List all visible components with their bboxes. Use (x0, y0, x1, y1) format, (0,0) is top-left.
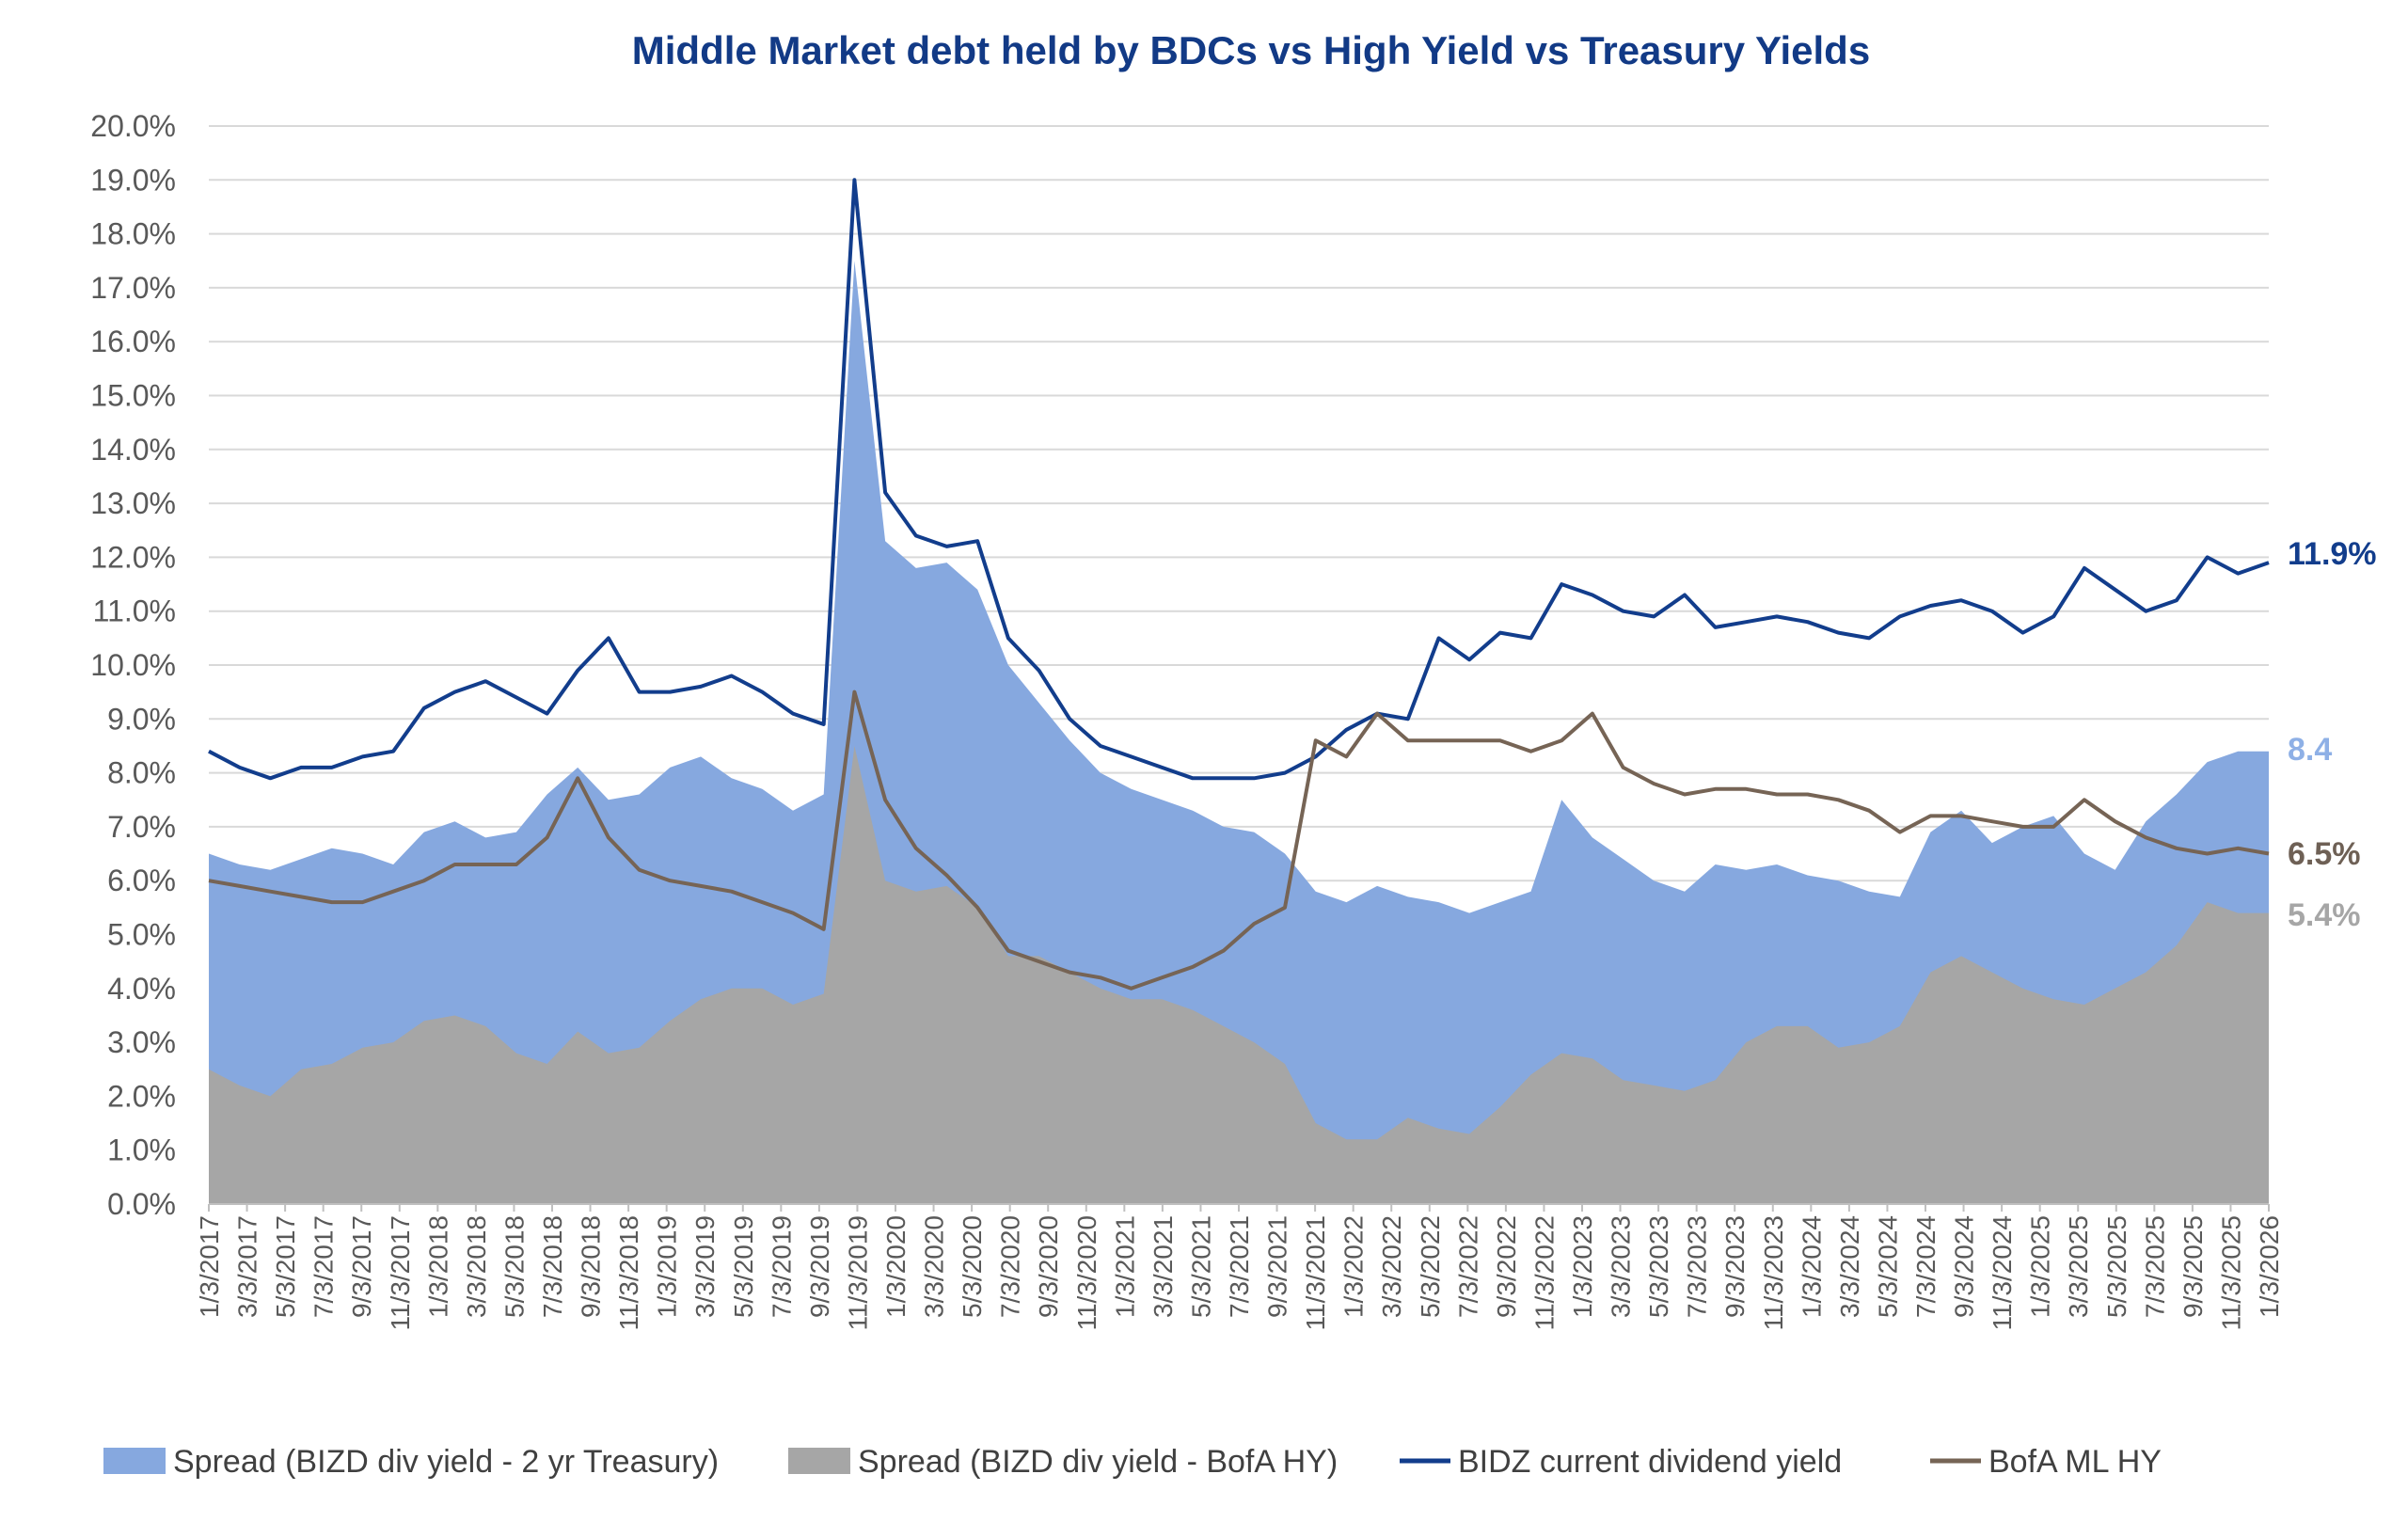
series-line-3 (208, 690, 2270, 991)
y-tick-label: 8.0% (107, 756, 176, 790)
x-tick-label: 11/3/2025 (2216, 1215, 2245, 1331)
y-tick-label: 11.0% (93, 595, 176, 628)
end-labels: 8.4 5.4% 11.9% 6.5% (2288, 536, 2377, 933)
x-tick-label: 9/3/2017 (347, 1215, 376, 1318)
y-tick-label: 0.0% (107, 1187, 176, 1221)
x-tick-label: 7/3/2020 (996, 1215, 1025, 1318)
x-tick-label: 1/3/2019 (653, 1215, 682, 1318)
x-tick-label: 11/3/2023 (1759, 1215, 1788, 1331)
y-tick-label: 17.0% (90, 271, 176, 305)
x-tick-label: 11/3/2017 (386, 1215, 415, 1331)
axes (208, 1203, 2270, 1212)
area-series (209, 261, 2269, 1204)
legend-swatch-1 (788, 1448, 850, 1474)
x-tick-label: 7/3/2022 (1453, 1215, 1482, 1318)
x-tick-label: 3/3/2020 (920, 1215, 949, 1318)
x-tick-label: 5/3/2022 (1416, 1215, 1445, 1318)
x-tick-label: 9/3/2023 (1720, 1215, 1750, 1318)
end-label-0: 8.4 (2288, 732, 2332, 768)
x-tick-label: 3/3/2018 (462, 1215, 491, 1318)
y-tick-label: 4.0% (107, 972, 176, 1006)
x-tick-label: 5/3/2019 (729, 1215, 758, 1318)
legend-label-1: Spread (BIZD div yield - BofA HY) (858, 1444, 1338, 1480)
x-tick-label: 7/3/2021 (1225, 1215, 1254, 1318)
x-tick-label: 5/3/2023 (1644, 1215, 1673, 1318)
x-tick-label: 7/3/2019 (767, 1215, 796, 1318)
x-tick-label: 3/3/2019 (690, 1215, 720, 1318)
x-tick-label: 9/3/2018 (577, 1215, 606, 1318)
end-label-1: 5.4% (2288, 897, 2361, 933)
x-tick-label: 9/3/2019 (805, 1215, 834, 1318)
x-tick-label: 9/3/2024 (1950, 1215, 1979, 1318)
x-tick-label: 5/3/2018 (499, 1215, 529, 1318)
y-tick-label: 13.0% (90, 486, 176, 520)
series-area-1 (209, 746, 2269, 1204)
x-tick-label: 1/3/2025 (2026, 1215, 2055, 1318)
x-tick-label: 5/3/2017 (271, 1215, 300, 1318)
x-tick-label: 1/3/2022 (1339, 1215, 1369, 1318)
y-tick-label: 5.0% (107, 918, 176, 952)
x-tick-label: 3/3/2024 (1835, 1215, 1864, 1318)
x-tick-label: 9/3/2022 (1492, 1215, 1521, 1318)
line-series (208, 178, 2270, 991)
x-tick-label: 1/3/2023 (1568, 1215, 1597, 1318)
x-tick-label: 9/3/2020 (1034, 1215, 1063, 1318)
y-axis-ticks: 0.0% 1.0% 2.0% 3.0% 4.0% 5.0% 6.0% 7.0% 8.0% 9.0%… (90, 109, 176, 1221)
x-tick-label: 11/3/2018 (614, 1215, 643, 1331)
legend: Spread (BIZD div yield - 2 yr Treasury) S… (103, 1444, 2162, 1480)
end-label-2: 11.9% (2288, 536, 2377, 572)
end-label-3: 6.5% (2288, 836, 2361, 872)
x-tick-label: 7/3/2017 (309, 1215, 339, 1318)
series-line-2 (208, 178, 2270, 781)
x-tick-label: 3/3/2022 (1377, 1215, 1406, 1318)
legend-swatch-0 (103, 1448, 166, 1474)
legend-label-2: BIDZ current dividend yield (1458, 1444, 1842, 1480)
y-tick-label: 10.0% (90, 648, 176, 682)
y-tick-label: 12.0% (90, 540, 176, 574)
y-tick-label: 6.0% (107, 864, 176, 897)
series-area-0 (209, 261, 2269, 1204)
x-tick-label: 11/3/2022 (1529, 1215, 1559, 1331)
x-axis-ticks: 1/3/2017 3/3/2017 5/3/2017 7/3/2017 9/3/2017… (195, 1215, 2284, 1331)
y-tick-label: 18.0% (90, 217, 176, 251)
x-tick-label: 7/3/2018 (538, 1215, 567, 1318)
x-tick-label: 9/3/2025 (2178, 1215, 2208, 1318)
x-tick-label: 3/3/2025 (2064, 1215, 2093, 1318)
x-tick-label: 1/3/2026 (2255, 1215, 2284, 1318)
x-tick-label: 9/3/2021 (1263, 1215, 1292, 1318)
y-tick-label: 14.0% (90, 433, 176, 467)
x-tick-label: 1/3/2021 (1110, 1215, 1139, 1318)
legend-label-3: BofA ML HY (1988, 1444, 2162, 1480)
x-tick-label: 7/3/2023 (1683, 1215, 1712, 1318)
legend-label-0: Spread (BIZD div yield - 2 yr Treasury) (173, 1444, 719, 1480)
x-tick-label: 7/3/2024 (1911, 1215, 1941, 1318)
x-tick-label: 1/3/2024 (1797, 1215, 1826, 1318)
x-tick-label: 11/3/2020 (1072, 1215, 1101, 1331)
y-tick-label: 1.0% (107, 1134, 176, 1167)
x-tick-label: 3/3/2017 (233, 1215, 262, 1318)
y-tick-label: 15.0% (90, 379, 176, 413)
x-tick-label: 5/3/2024 (1873, 1215, 1902, 1318)
chart-title: Middle Market debt held by BDCs vs High … (632, 28, 1870, 72)
y-tick-label: 19.0% (90, 163, 176, 197)
x-tick-label: 7/3/2025 (2140, 1215, 2169, 1318)
x-tick-label: 3/3/2023 (1607, 1215, 1636, 1318)
x-tick-label: 5/3/2020 (958, 1215, 987, 1318)
x-tick-label: 5/3/2021 (1186, 1215, 1215, 1318)
x-tick-label: 1/3/2017 (195, 1215, 224, 1318)
x-tick-label: 3/3/2021 (1149, 1215, 1178, 1318)
y-tick-label: 20.0% (90, 109, 176, 143)
y-tick-label: 16.0% (90, 325, 176, 358)
x-tick-label: 11/3/2019 (843, 1215, 872, 1331)
x-tick-label: 1/3/2018 (423, 1215, 452, 1318)
x-tick-label: 11/3/2024 (1988, 1215, 2017, 1331)
x-tick-label: 11/3/2021 (1301, 1215, 1330, 1331)
x-tick-label: 5/3/2025 (2102, 1215, 2131, 1318)
x-tick-label: 1/3/2020 (881, 1215, 911, 1318)
y-tick-label: 2.0% (107, 1079, 176, 1113)
y-tick-label: 3.0% (107, 1025, 176, 1059)
y-tick-label: 7.0% (107, 810, 176, 844)
y-tick-label: 9.0% (107, 702, 176, 736)
